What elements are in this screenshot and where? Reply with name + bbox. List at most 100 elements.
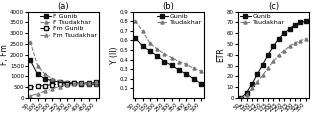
Fm Gunib: [65, 83, 69, 84]
Gunib: [282, 33, 286, 34]
F Tsudakhar: [65, 81, 69, 83]
Gunib: [271, 45, 275, 47]
Gunib: [192, 78, 196, 80]
Legend: F Gunib, F Tsudakhar, Fm Gunib, Fm Tsudakhar: F Gunib, F Tsudakhar, Fm Gunib, Fm Tsuda…: [39, 13, 98, 38]
Tsudakhar: [261, 75, 265, 76]
Gunib: [256, 74, 259, 75]
Tsudakhar: [282, 50, 286, 51]
Fm Tsudakhar: [58, 86, 61, 87]
F Tsudakhar: [36, 65, 39, 66]
F Tsudakhar: [43, 74, 47, 75]
Gunib: [133, 37, 137, 38]
Y-axis label: ETR: ETR: [217, 47, 225, 62]
Fm Gunib: [50, 84, 54, 85]
Gunib: [170, 65, 174, 66]
F Gunib: [50, 80, 54, 82]
F Gunib: [87, 83, 90, 85]
Tsudakhar: [293, 42, 297, 44]
Line: Gunib: Gunib: [134, 36, 202, 85]
Tsudakhar: [298, 40, 302, 42]
Fm Tsudakhar: [28, 95, 32, 97]
Fm Tsudakhar: [72, 83, 76, 85]
Gunib: [155, 55, 159, 57]
F Tsudakhar: [94, 83, 98, 84]
F Tsudakhar: [87, 83, 90, 84]
Tsudakhar: [148, 43, 152, 44]
Tsudakhar: [170, 57, 174, 58]
Fm Gunib: [28, 87, 32, 88]
Tsudakhar: [184, 64, 188, 65]
Fm Gunib: [94, 82, 98, 83]
Y-axis label: Y (II): Y (II): [110, 46, 119, 64]
F Gunib: [58, 81, 61, 83]
Tsudakhar: [256, 81, 259, 83]
Line: Tsudakhar: Tsudakhar: [240, 37, 307, 100]
Fm Tsudakhar: [87, 82, 90, 84]
Gunib: [245, 92, 248, 93]
Line: F Gunib: F Gunib: [29, 59, 98, 86]
Gunib: [261, 64, 265, 65]
Tsudakhar: [192, 67, 196, 69]
Gunib: [266, 54, 270, 56]
Fm Tsudakhar: [50, 88, 54, 90]
Gunib: [184, 73, 188, 75]
Line: Fm Tsudakhar: Fm Tsudakhar: [29, 81, 98, 97]
Gunib: [293, 24, 297, 25]
Y-axis label: F, Fm: F, Fm: [0, 44, 8, 65]
Line: Tsudakhar: Tsudakhar: [134, 20, 202, 73]
Gunib: [298, 22, 302, 23]
Gunib: [304, 21, 308, 22]
F Tsudakhar: [80, 82, 83, 84]
Tsudakhar: [239, 97, 243, 99]
F Tsudakhar: [58, 80, 61, 82]
F Gunib: [65, 82, 69, 83]
Fm Gunib: [58, 83, 61, 85]
Tsudakhar: [266, 67, 270, 69]
Tsudakhar: [250, 88, 254, 89]
Fm Gunib: [36, 85, 39, 87]
Gunib: [277, 38, 281, 39]
Line: F Tsudakhar: F Tsudakhar: [29, 40, 98, 85]
Line: Fm Gunib: Fm Gunib: [29, 81, 98, 89]
Gunib: [239, 97, 243, 99]
F Gunib: [28, 59, 32, 61]
F Gunib: [80, 83, 83, 84]
F Tsudakhar: [50, 78, 54, 79]
Gunib: [148, 50, 152, 52]
Gunib: [163, 61, 166, 62]
Tsudakhar: [133, 20, 137, 22]
Gunib: [141, 45, 144, 47]
Tsudakhar: [245, 94, 248, 96]
F Gunib: [43, 78, 47, 79]
F Tsudakhar: [28, 41, 32, 43]
F Gunib: [36, 74, 39, 75]
Title: (a): (a): [58, 2, 69, 11]
Fm Tsudakhar: [65, 84, 69, 86]
Tsudakhar: [141, 30, 144, 32]
Line: Gunib: Gunib: [240, 20, 307, 100]
Tsudakhar: [199, 70, 203, 72]
Tsudakhar: [288, 45, 291, 47]
Fm Gunib: [80, 82, 83, 84]
Fm Tsudakhar: [94, 82, 98, 83]
Fm Tsudakhar: [43, 90, 47, 92]
Fm Gunib: [43, 85, 47, 86]
Legend: Gunib, Tsudakhar: Gunib, Tsudakhar: [239, 13, 286, 26]
F Tsudakhar: [72, 82, 76, 83]
F Gunib: [72, 82, 76, 84]
Fm Tsudakhar: [80, 83, 83, 84]
Tsudakhar: [271, 61, 275, 62]
Tsudakhar: [304, 38, 308, 39]
Gunib: [288, 28, 291, 30]
Gunib: [199, 83, 203, 84]
Gunib: [250, 83, 254, 85]
Fm Tsudakhar: [36, 93, 39, 94]
Tsudakhar: [163, 53, 166, 55]
Title: (b): (b): [163, 2, 174, 11]
Tsudakhar: [155, 48, 159, 50]
F Gunib: [94, 83, 98, 85]
Gunib: [177, 69, 181, 71]
Title: (c): (c): [268, 2, 279, 11]
Fm Gunib: [72, 82, 76, 84]
Tsudakhar: [277, 54, 281, 56]
